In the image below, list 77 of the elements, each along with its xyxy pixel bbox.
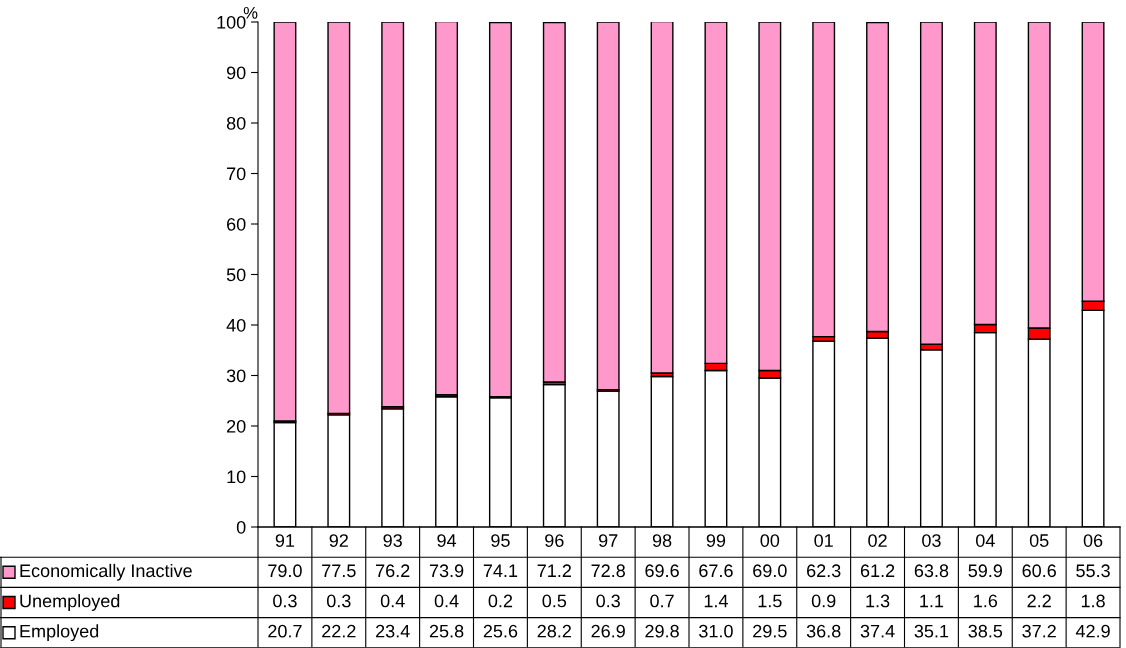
data-label: 55.3: [1076, 564, 1110, 578]
data-label: 74.1: [483, 564, 518, 577]
data-label: 35.1: [914, 624, 949, 638]
data-label: 29.5: [753, 624, 787, 638]
y-tick-label: 90: [226, 66, 246, 80]
x-tick-label: 91: [275, 534, 295, 547]
data-label: 76.2: [376, 564, 410, 578]
data-label: 1.4: [704, 594, 728, 608]
data-label: 0.3: [596, 594, 620, 608]
data-label: 1.5: [758, 594, 782, 608]
data-label: 77.5: [322, 564, 356, 578]
data-label: 67.6: [699, 564, 733, 578]
data-label: 72.8: [591, 564, 625, 578]
data-label: 20.7: [268, 624, 302, 638]
data-label: 59.9: [968, 564, 1003, 578]
data-label: 0.4: [380, 594, 405, 608]
data-label: 25.6: [483, 624, 518, 638]
x-tick-label: 97: [598, 534, 618, 547]
x-tick-label: 03: [922, 534, 941, 547]
y-tick-label: 70: [227, 167, 246, 181]
y-tick-label: 0: [236, 520, 246, 534]
data-label: 0.3: [326, 594, 351, 608]
data-label: 0.9: [811, 594, 836, 608]
data-label: 37.2: [1022, 624, 1056, 638]
y-tick-label: 80: [226, 116, 246, 130]
data-label: 1.8: [1081, 594, 1105, 608]
x-tick-label: 02: [868, 534, 887, 547]
data-label: 2.2: [1027, 594, 1051, 608]
data-label: 36.8: [806, 624, 841, 638]
legend-label: Employed: [20, 624, 99, 642]
data-label: 22.2: [322, 624, 356, 638]
legend-label: Economically Inactive: [20, 563, 192, 581]
data-label: 31.0: [699, 624, 733, 638]
y-tick-label: 10: [227, 470, 246, 484]
data-label: 0.2: [488, 594, 513, 608]
data-label: 79.0: [268, 564, 302, 578]
data-label: 1.6: [974, 594, 998, 608]
data-label: 61.2: [860, 564, 895, 578]
data-label: 26.9: [591, 624, 625, 638]
data-label: 28.2: [537, 624, 571, 638]
x-tick-label: 04: [975, 534, 995, 547]
data-label: 63.8: [914, 564, 949, 578]
x-tick-label: 06: [1083, 534, 1103, 547]
y-tick-label: 30: [226, 369, 246, 383]
x-tick-label: 00: [760, 534, 780, 547]
data-label: 69.0: [753, 564, 787, 578]
data-label: 42.9: [1075, 624, 1110, 638]
data-label: 0.5: [542, 594, 567, 608]
y-tick-label: 20: [227, 419, 246, 433]
x-tick-label: 95: [491, 534, 510, 547]
data-label: 71.2: [537, 564, 571, 577]
data-label: 25.8: [429, 624, 464, 638]
x-tick-label: 05: [1029, 534, 1049, 547]
data-label: 38.5: [968, 624, 1003, 638]
data-label: 37.4: [860, 624, 895, 638]
data-label: 23.4: [376, 624, 410, 638]
y-tick-label: 50: [226, 268, 246, 282]
data-label: 0.7: [650, 594, 674, 608]
data-label: 73.9: [429, 564, 464, 578]
data-label: 29.8: [645, 624, 679, 638]
y-tick-label: 40: [226, 318, 246, 332]
y-tick-label: 60: [227, 217, 246, 231]
data-label: 69.6: [645, 564, 679, 578]
data-label: 0.4: [434, 594, 459, 608]
x-tick-label: 01: [814, 534, 833, 547]
data-label: 1.3: [866, 594, 890, 608]
x-tick-label: 96: [545, 534, 564, 547]
x-tick-label: 93: [383, 534, 402, 547]
legend-label: Unemployed: [20, 594, 120, 611]
data-label: 60.6: [1022, 564, 1056, 578]
data-label: 62.3: [807, 564, 841, 578]
x-tick-label: 99: [706, 534, 726, 547]
x-tick-label: 98: [652, 534, 672, 547]
data-label: 0.3: [273, 594, 297, 608]
x-tick-label: 94: [437, 534, 457, 547]
x-tick-label: 92: [329, 534, 348, 547]
data-label: 1.1: [920, 594, 944, 608]
